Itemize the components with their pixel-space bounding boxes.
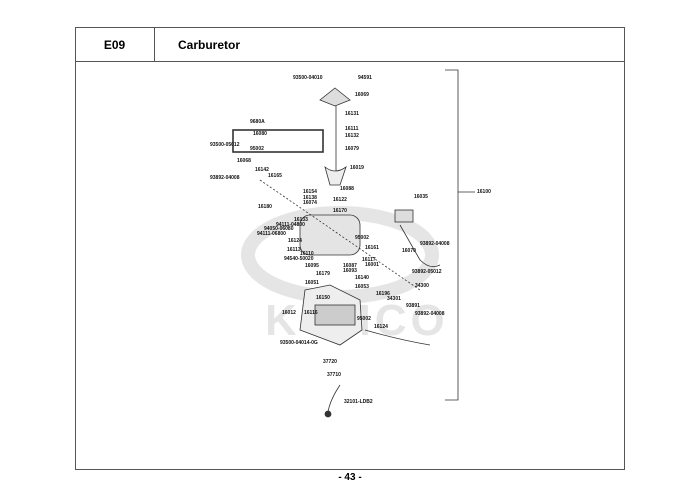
part-label: 16111 (345, 126, 359, 132)
part-label: 16116 (304, 310, 318, 316)
part-label: 16165 (268, 173, 282, 179)
part-label: 16001 (365, 262, 379, 268)
part-label: 95002 (355, 235, 369, 241)
part-label: 16161 (365, 245, 379, 251)
part-label: 93892-04008 (210, 175, 240, 181)
part-label: 37720 (323, 359, 337, 365)
page-frame (75, 27, 625, 470)
part-label: 16124 (288, 238, 302, 244)
part-label: 16070 (402, 248, 416, 254)
part-label: 16069 (355, 92, 369, 98)
part-label: 16080 (253, 131, 267, 137)
part-label: 16180 (258, 204, 272, 210)
part-label: 93500-05012 (210, 142, 240, 148)
part-label: 16124 (374, 324, 388, 330)
part-label: 94540-50020 (284, 256, 314, 262)
part-label: 16131 (345, 111, 359, 117)
part-label: 95002 (250, 146, 264, 152)
part-label: 93892-04008 (415, 311, 445, 317)
part-label: 16117 (362, 257, 376, 263)
part-label: 93892-04008 (420, 241, 450, 247)
part-label: 94111-06800 (257, 231, 286, 237)
part-label: 16196 (376, 291, 390, 297)
part-label: 94591 (358, 75, 372, 81)
part-label: 16154 (303, 189, 317, 195)
part-label: 16035 (414, 194, 428, 200)
part-label: 16087 (343, 263, 357, 269)
part-label: 16051 (305, 280, 319, 286)
part-label: 16170 (333, 208, 347, 214)
part-label: 16110 (300, 251, 314, 257)
part-label: 37710 (327, 372, 341, 378)
part-label: 16074 (303, 200, 317, 206)
part-label: 16113 (287, 247, 301, 253)
part-label: 93892-05012 (412, 269, 442, 275)
part-label: 93500-04014-0G (280, 340, 318, 346)
part-label: 9680A (250, 119, 265, 125)
part-label: 16068 (237, 158, 251, 164)
part-label: 16179 (316, 271, 330, 277)
assembly-label: 16100 (477, 189, 491, 195)
part-label: 93500-04010 (293, 75, 323, 81)
part-label: 34300 (415, 283, 429, 289)
page-number: - 43 - (338, 472, 362, 483)
part-label: 34301 (387, 296, 401, 302)
part-label: 94050-06080 (264, 226, 294, 232)
part-label: 94111-04800 (276, 222, 305, 228)
part-label: 95002 (357, 316, 371, 322)
part-label: 32101-LDB2 (344, 399, 373, 405)
part-label: 93891 (406, 303, 420, 309)
part-label: 16140 (355, 275, 369, 281)
part-label: 16079 (345, 146, 359, 152)
part-label: 16142 (255, 167, 269, 173)
part-label: 16132 (345, 133, 359, 139)
part-label: 16088 (340, 186, 354, 192)
part-label: 16095 (305, 263, 319, 269)
part-label: 16150 (316, 295, 330, 301)
part-label: 16138 (303, 195, 317, 201)
header-row (75, 27, 625, 62)
section-code: E09 (75, 27, 155, 62)
part-label: 16093 (343, 268, 357, 274)
part-label: 16012 (282, 310, 296, 316)
part-label: 16019 (350, 165, 364, 171)
part-label: 16053 (355, 284, 369, 290)
page-title: Carburetor (178, 38, 241, 52)
part-label: 16133 (294, 217, 308, 223)
part-label: 16122 (333, 197, 347, 203)
